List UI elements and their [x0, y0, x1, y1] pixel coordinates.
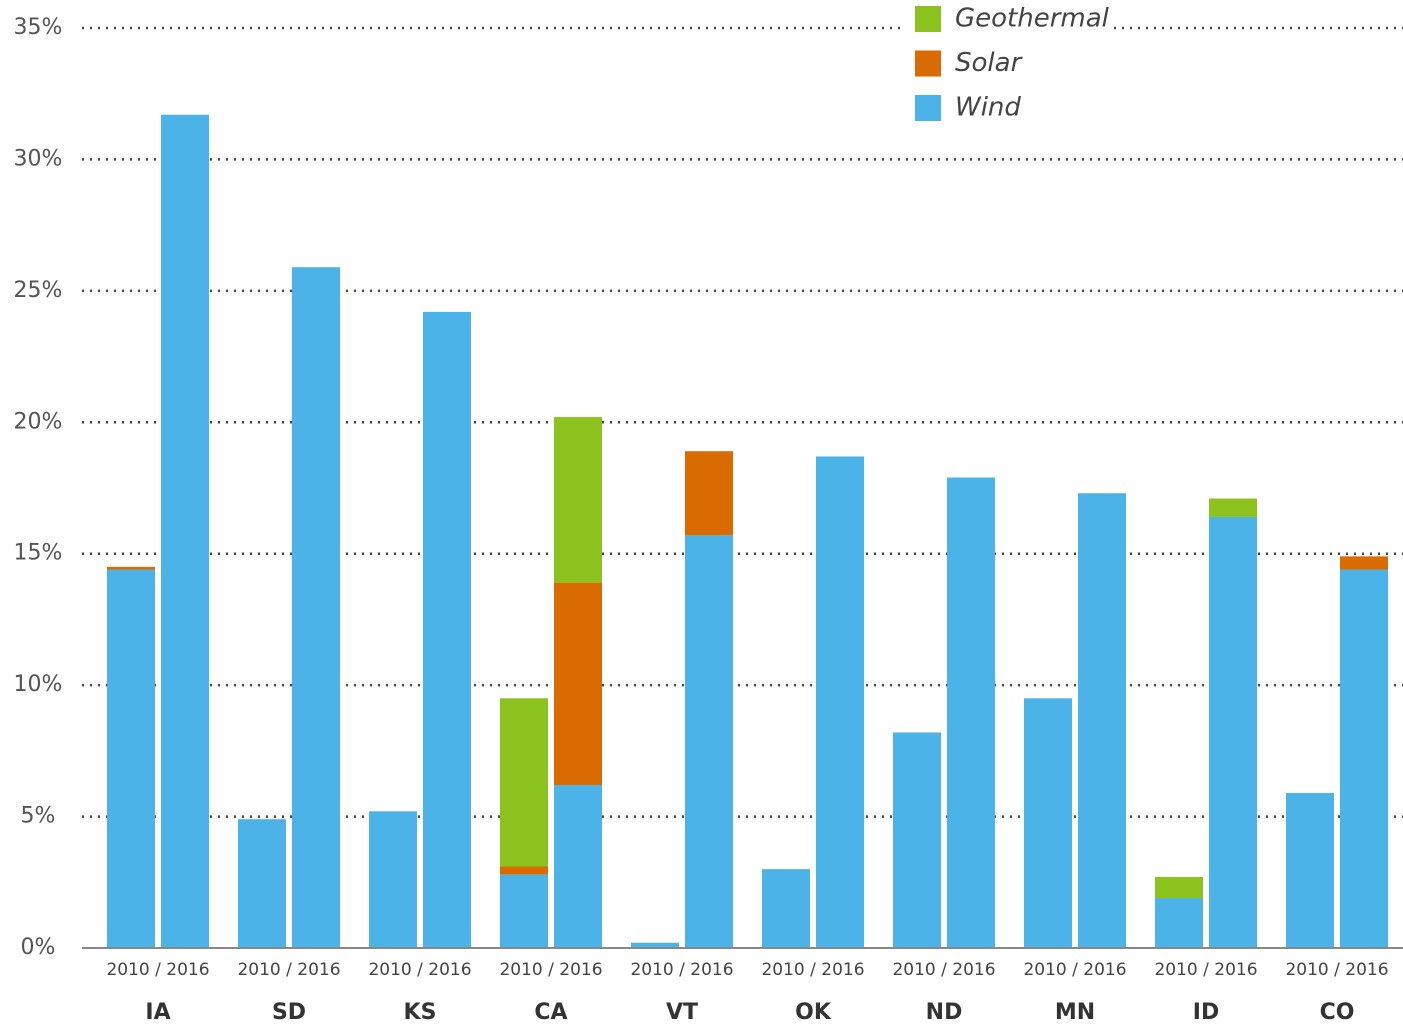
x-sub-label: 2010 / 2016 [1154, 960, 1257, 980]
bar-segment [500, 866, 548, 875]
bar-segment [1078, 493, 1126, 948]
bar-segment [631, 942, 679, 948]
bar-segment [762, 869, 810, 948]
bar-segment [423, 311, 471, 948]
bar-segment [369, 811, 417, 948]
legend-label: Solar [955, 48, 1024, 78]
x-sub-label: 2010 / 2016 [499, 960, 602, 980]
bar-segment [1340, 556, 1388, 570]
x-tick-label: SD [272, 1000, 306, 1025]
bar-segment [1155, 877, 1203, 899]
legend-swatch [915, 50, 941, 77]
bar-segment [1209, 516, 1257, 948]
x-tick-label: OK [795, 1000, 832, 1025]
x-tick-label: CA [534, 1000, 567, 1025]
bar-segment [107, 566, 155, 570]
bar-segment [1155, 898, 1203, 948]
x-tick-label: IA [145, 1000, 170, 1025]
y-tick-label: 30% [14, 146, 63, 171]
bar-segment [1024, 698, 1072, 948]
bar-segment [238, 819, 286, 948]
bar-segment [1340, 569, 1388, 948]
x-sub-label: 2010 / 2016 [761, 960, 864, 980]
bar-segment [685, 451, 733, 536]
x-sub-label: 2010 / 2016 [106, 960, 209, 980]
x-tick-label: KS [404, 1000, 437, 1025]
x-tick-label: CO [1320, 1000, 1355, 1025]
legend-label: Geothermal [955, 4, 1110, 34]
x-tick-label: ND [926, 1000, 963, 1025]
y-tick-label: 20% [14, 409, 63, 434]
y-tick-label: 0% [21, 935, 56, 960]
x-sub-label: 2010 / 2016 [1023, 960, 1126, 980]
bar-segment [1286, 792, 1334, 948]
bar-segment [685, 535, 733, 948]
bar-segment [554, 582, 602, 786]
legend-label: Wind [955, 93, 1021, 123]
y-tick-label: 5% [21, 804, 56, 829]
bar-segment [893, 732, 941, 948]
x-sub-label: 2010 / 2016 [1285, 960, 1388, 980]
x-sub-label: 2010 / 2016 [368, 960, 471, 980]
bar-segment [500, 874, 548, 948]
bar-segment [500, 698, 548, 867]
bar-segment [1209, 498, 1257, 517]
bar-segment [554, 417, 602, 583]
legend-swatch [915, 6, 941, 32]
y-tick-label: 15% [14, 541, 63, 566]
bar-segment [816, 456, 864, 948]
x-sub-label: 2010 / 2016 [892, 960, 995, 980]
bar-segment [292, 267, 340, 948]
x-tick-label: ID [1193, 1000, 1219, 1025]
bar-segment [107, 569, 155, 948]
bar-segment [554, 785, 602, 948]
y-tick-label: 25% [14, 278, 63, 303]
y-tick-label: 35% [14, 15, 63, 40]
x-sub-label: 2010 / 2016 [630, 960, 733, 980]
x-sub-label: 2010 / 2016 [237, 960, 340, 980]
legend-swatch [915, 95, 941, 121]
bar-segment [947, 477, 995, 948]
x-tick-label: MN [1055, 1000, 1095, 1025]
bar-segment [161, 114, 209, 948]
x-tick-label: VT [666, 1000, 698, 1025]
y-tick-label: 10% [14, 672, 63, 697]
